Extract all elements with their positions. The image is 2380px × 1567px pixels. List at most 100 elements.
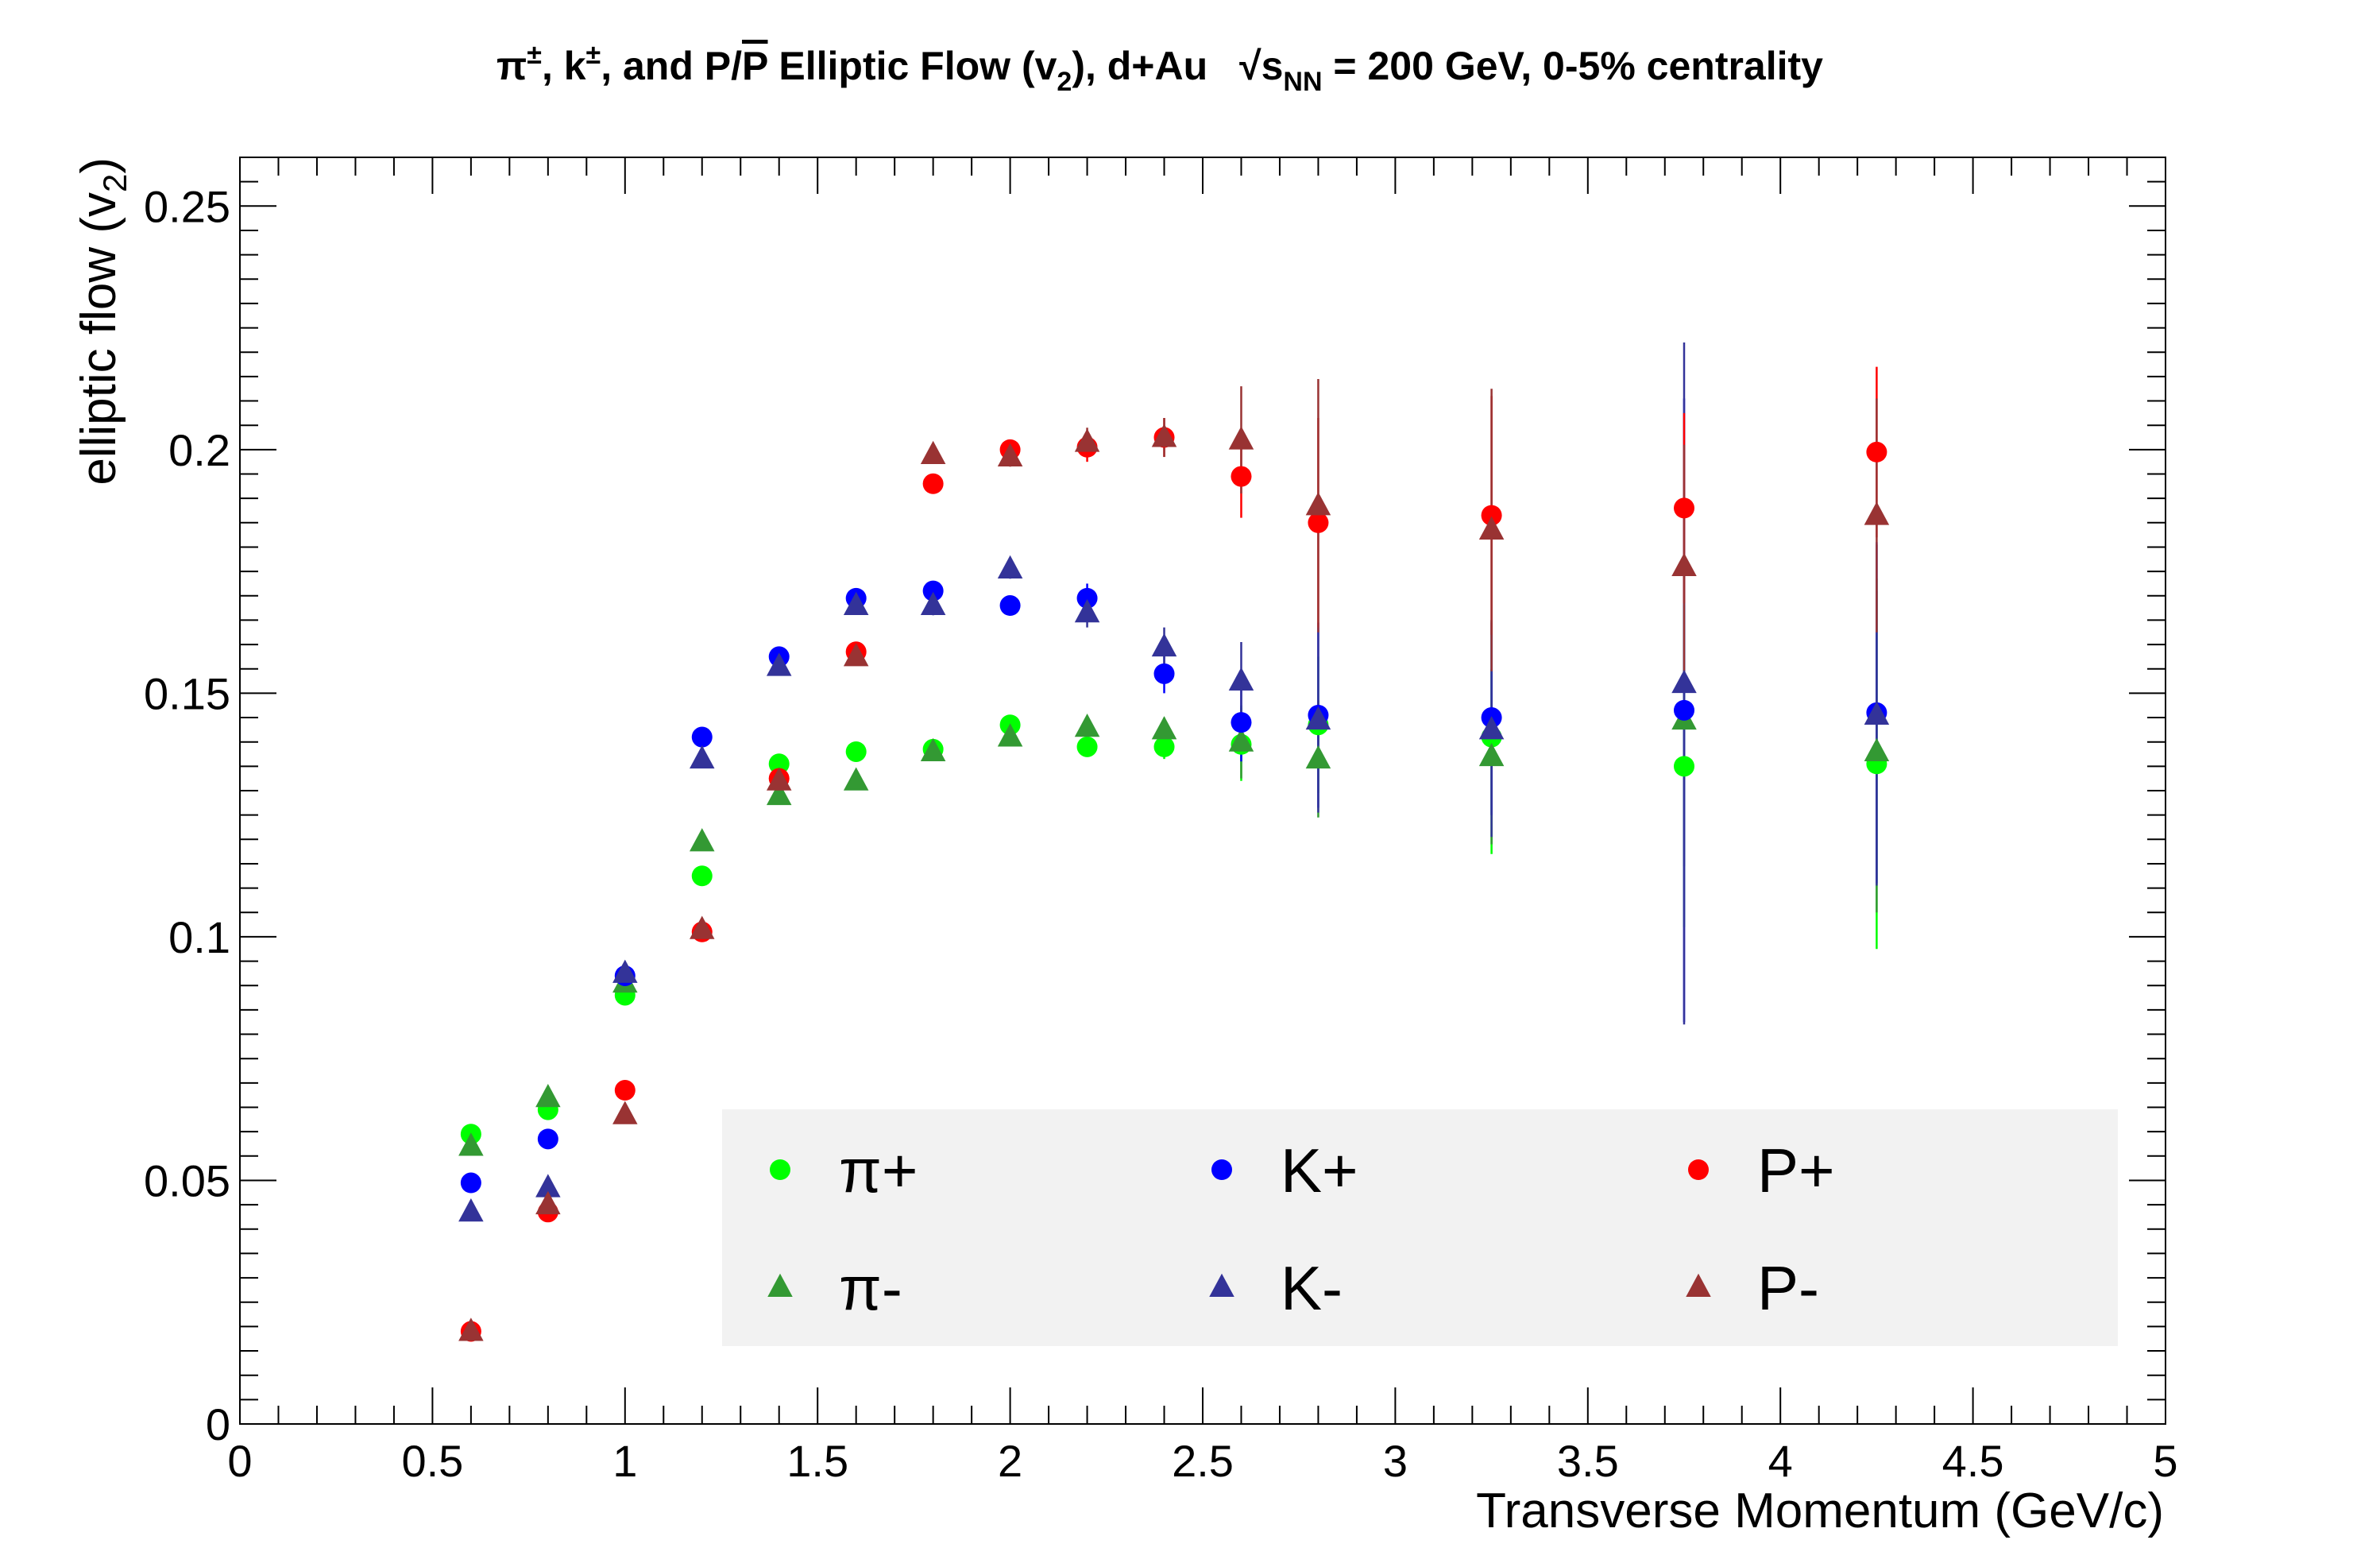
point-pminus [458, 1317, 484, 1341]
point-piminus [1305, 745, 1331, 769]
x-tick-label: 5 [2153, 1436, 2177, 1486]
point-piminus [458, 1132, 484, 1156]
point-piminus [843, 767, 869, 791]
x-tick-label: 3.5 [1557, 1436, 1619, 1486]
x-tick-label: 4.5 [1942, 1436, 2004, 1486]
point-pminus [1864, 501, 1890, 525]
y-tick-label: 0.25 [144, 181, 230, 231]
point-kminus [1864, 701, 1890, 725]
point-piplus [1076, 736, 1098, 757]
point-pplus [614, 1080, 636, 1101]
legend-marker-kminus [1209, 1273, 1234, 1297]
point-pminus [1671, 552, 1697, 576]
point-piplus [1153, 736, 1175, 757]
legend-label-kminus: K- [1281, 1253, 1343, 1323]
point-piplus [768, 753, 790, 775]
x-tick-label: 1 [612, 1436, 637, 1486]
point-pplus [1866, 441, 1887, 462]
point-pminus [612, 1101, 638, 1124]
point-kminus [612, 959, 638, 983]
point-piminus [535, 1083, 561, 1108]
x-tick-label: 3 [1383, 1436, 1408, 1486]
point-kminus [458, 1198, 484, 1222]
point-pminus [1478, 516, 1505, 540]
point-kminus [1074, 598, 1100, 623]
y-tick-label: 0.1 [168, 912, 230, 962]
point-kminus [920, 591, 946, 616]
x-tick-label: 0 [227, 1436, 252, 1486]
point-kminus [690, 745, 715, 769]
x-tick-label: 1.5 [786, 1436, 848, 1486]
point-pplus [1308, 512, 1329, 533]
data-markers [458, 424, 1890, 1342]
legend-label-kplus: K+ [1281, 1136, 1358, 1205]
x-tick-label: 2 [998, 1436, 1022, 1486]
point-kminus [997, 555, 1023, 579]
chart-title: π±, k±, and P/P Elliptic Flow (v2), d+Au… [496, 40, 1823, 97]
point-kminus [766, 652, 792, 676]
point-pminus [1228, 426, 1254, 450]
point-piplus [845, 741, 867, 762]
point-piminus [1478, 742, 1505, 767]
point-pminus [690, 915, 715, 939]
y-axis-title: elliptic flow (v2) [71, 157, 133, 486]
point-kplus [1076, 587, 1098, 609]
legend-marker-kplus [1211, 1159, 1232, 1180]
point-pminus [843, 643, 869, 667]
point-pminus [766, 767, 792, 791]
point-piminus [690, 828, 715, 852]
y-tick-label: 0.15 [144, 668, 230, 718]
legend-marker-piminus [767, 1273, 793, 1297]
axis-ticks [239, 157, 2166, 1425]
point-kplus [691, 726, 713, 748]
y-tick-label: 0.05 [144, 1155, 230, 1205]
x-axis-title: Transverse Momentum (GeV/c) [1476, 1484, 2164, 1538]
point-pplus [1481, 505, 1502, 526]
legend-marker-pplus [1688, 1159, 1709, 1180]
point-piminus [766, 781, 792, 806]
point-kplus [460, 1172, 481, 1194]
point-kplus [1231, 712, 1252, 733]
point-piminus [1151, 716, 1177, 740]
point-kminus [1305, 706, 1331, 730]
point-kplus [999, 595, 1021, 617]
point-kminus [843, 591, 869, 616]
legend-marker-piplus [770, 1159, 790, 1180]
point-kminus [535, 1174, 561, 1197]
point-piminus [1074, 714, 1100, 737]
x-tick-label: 0.5 [401, 1436, 463, 1486]
point-piminus [997, 723, 1023, 747]
point-kplus [537, 1128, 558, 1150]
point-kplus [922, 580, 944, 602]
axis-tick-labels: 0 0.5 1 1.5 2 2.5 3 3.5 4 4.5 5 0 0.05 0.1 0.15 0.2 0.25 [144, 181, 2178, 1486]
y-tick-label: 0 [206, 1399, 230, 1449]
point-pplus [1231, 466, 1252, 487]
point-kminus [1228, 667, 1254, 691]
y-tick-label: 0.2 [168, 425, 230, 475]
point-pminus [535, 1190, 561, 1215]
legend-marker-pminus [1686, 1273, 1711, 1297]
point-piminus [1864, 737, 1890, 761]
point-kplus [1153, 663, 1175, 684]
point-pplus [922, 473, 944, 494]
legend-label-piplus: π+ [839, 1136, 918, 1205]
legend-label-pminus: P- [1757, 1253, 1819, 1323]
point-piplus [691, 865, 713, 887]
point-pminus [920, 440, 946, 464]
point-piplus [1674, 756, 1694, 777]
point-pminus [1305, 492, 1331, 516]
point-piminus [1228, 728, 1254, 752]
legend-label-pplus: P+ [1757, 1136, 1835, 1205]
legend-box [722, 1109, 2118, 1346]
point-kminus [1151, 633, 1177, 657]
legend-label-piminus: π- [839, 1253, 902, 1323]
x-tick-label: 4 [1768, 1436, 1793, 1486]
x-tick-label: 2.5 [1172, 1436, 1234, 1486]
point-piminus [920, 737, 946, 761]
point-kminus [1478, 716, 1505, 740]
legend: π+ π- K+ K- P+ P- [722, 1109, 2118, 1346]
point-pminus [1074, 428, 1100, 452]
point-kplus [1674, 699, 1694, 721]
point-pplus [1674, 497, 1694, 519]
